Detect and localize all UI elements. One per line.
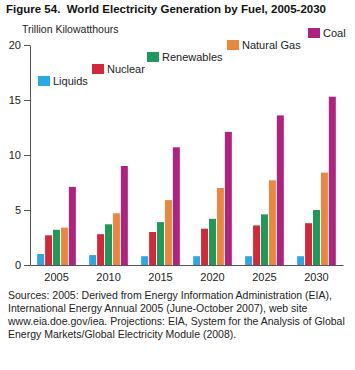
legend-swatch [92,64,104,74]
y-tick: 10 [9,149,30,161]
bar [45,235,52,265]
bar [69,187,76,265]
x-tick-label: 2015 [148,271,172,283]
x-tick: 2025 [252,265,276,283]
y-axis: 0 5 10 15 20 [9,39,31,271]
bar [113,213,120,265]
y-tick-mark [24,45,30,46]
x-tick: 2010 [96,265,120,283]
y-tick: 15 [9,94,30,106]
bar [121,166,128,265]
bar [261,214,268,265]
y-tick-label: 0 [15,259,21,271]
bar [201,229,208,265]
bar [253,225,260,265]
source-note: Sources: 2005: Derived from Energy Infor… [8,289,348,341]
y-tick-mark [24,100,30,101]
plot: 0 5 10 15 20 2005 2010 2015 2020 2025 2030 Liquids N… [9,27,346,283]
legend-label: Natural Gas [242,39,301,51]
bar [97,234,104,265]
legend-item: Liquids [38,75,88,87]
bar [193,256,200,265]
title: Figure 54. World Electricity Generation … [6,3,326,15]
bar [89,255,96,265]
y-tick: 20 [9,39,30,51]
y-tick-label: 20 [9,39,21,51]
bar [217,188,224,265]
legend-swatch [308,28,320,38]
y-axis-line [30,46,31,266]
y-tick-mark [24,155,30,156]
x-tick-label: 2030 [304,271,328,283]
y-tick: 0 [15,259,30,271]
legend-item: Renewables [147,51,223,63]
bar [61,228,68,265]
legend: Liquids Nuclear Renewables Natural Gas Coal [38,27,346,87]
bar [313,210,320,265]
legend-swatch [147,52,159,62]
legend-label: Renewables [162,51,223,63]
bar [141,256,148,265]
y-axis-label: Trillion Kilowatthours [22,23,118,35]
bar [305,223,312,265]
bar [225,132,232,265]
bar [165,200,172,265]
bar [105,224,112,265]
x-tick: 2030 [304,265,328,283]
bar [209,219,216,265]
x-axis-line [31,265,344,266]
x-tick-label: 2005 [44,271,68,283]
bar [37,254,44,265]
bar [297,256,304,265]
legend-swatch [38,76,50,86]
bar [245,256,252,265]
bar [157,222,164,265]
y-tick: 5 [15,204,30,216]
y-tick-mark [24,265,30,266]
x-tick-label: 2010 [96,271,120,283]
legend-label: Liquids [53,75,88,87]
bar [149,232,156,265]
x-tick: 2015 [148,265,172,283]
y-tick-label: 10 [9,149,21,161]
legend-swatch [227,40,239,50]
x-tick: 2020 [200,265,224,283]
bar [277,115,284,265]
legend-item: Natural Gas [227,39,301,51]
legend-label: Coal [323,27,346,39]
bar [329,97,336,265]
legend-item: Coal [308,27,346,39]
bar [269,180,276,265]
bar [321,173,328,265]
y-tick-label: 15 [9,94,21,106]
chart: Figure 54. World Electricity Generation … [0,0,355,288]
x-tick: 2005 [44,265,68,283]
y-tick-label: 5 [15,204,21,216]
x-tick-label: 2020 [200,271,224,283]
bars [37,97,336,265]
legend-label: Nuclear [107,63,145,75]
bar [173,147,180,265]
y-tick-mark [24,210,30,211]
bar [53,230,60,265]
legend-item: Nuclear [92,63,145,75]
x-tick-label: 2025 [252,271,276,283]
x-axis: 2005 2010 2015 2020 2025 2030 [31,265,344,283]
